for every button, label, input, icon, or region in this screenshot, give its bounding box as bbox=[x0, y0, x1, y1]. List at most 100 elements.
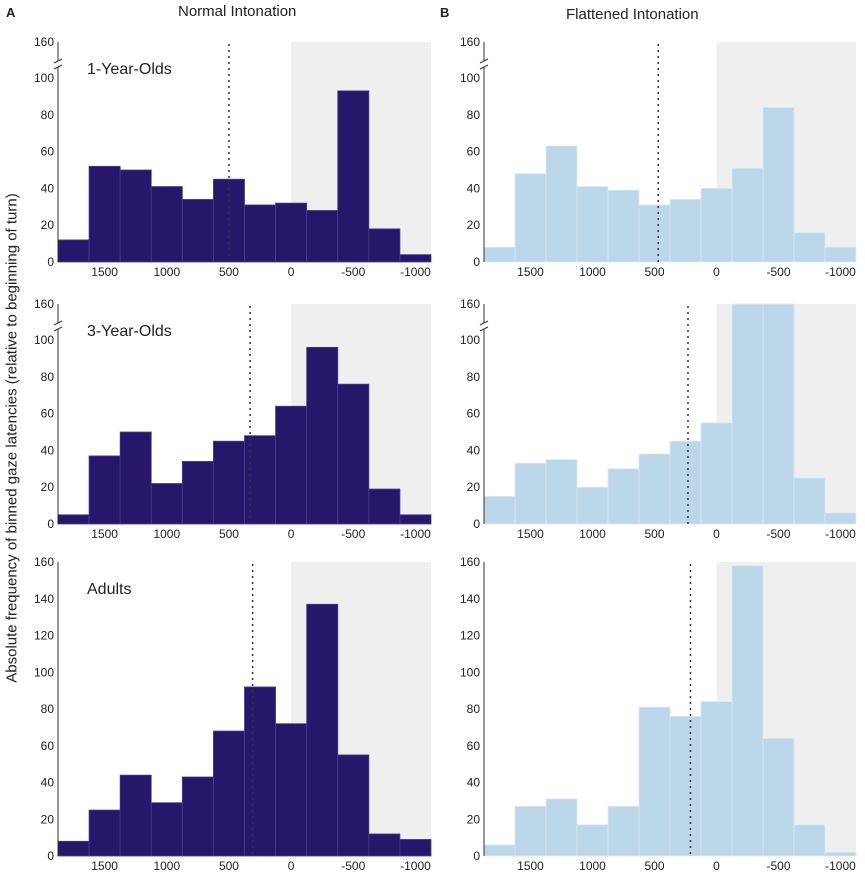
bar bbox=[669, 715, 702, 857]
bar bbox=[669, 199, 702, 263]
x-tick-label: 1000 bbox=[579, 527, 606, 541]
bar bbox=[545, 145, 578, 263]
y-tick-label: 100 bbox=[460, 333, 480, 347]
bar bbox=[244, 204, 276, 263]
chart-panel-b-adults: 0 20 40 60 80 100 120 140 160 1500 1000 500 0 -500 -10… bbox=[460, 555, 857, 873]
bar bbox=[824, 246, 857, 263]
bar bbox=[213, 440, 245, 525]
bar bbox=[306, 346, 339, 525]
x-tick-label: 1500 bbox=[517, 265, 544, 279]
bar bbox=[514, 173, 547, 263]
y-tick-label: 160 bbox=[34, 35, 54, 49]
bar bbox=[57, 514, 90, 525]
x-tick-label: -1000 bbox=[825, 859, 856, 873]
chart-panel-a-adults: 0 20 40 60 80 100 120 140 160 1500 1000 500 0 -500 -10… bbox=[34, 555, 432, 873]
axis-break-gap bbox=[480, 61, 488, 67]
bar bbox=[57, 239, 90, 263]
x-tick-label: -500 bbox=[341, 265, 365, 279]
x-tick-label: -1000 bbox=[400, 265, 431, 279]
y-tick-label: 80 bbox=[41, 702, 55, 716]
y-tick-label: 20 bbox=[467, 218, 481, 232]
bar bbox=[700, 701, 733, 857]
bar bbox=[638, 706, 671, 857]
y-tick-label: 40 bbox=[467, 776, 481, 790]
bar bbox=[275, 202, 308, 263]
axis-break-mark bbox=[479, 58, 489, 64]
bar bbox=[731, 303, 764, 525]
bar bbox=[700, 422, 733, 525]
y-tick-label: 60 bbox=[41, 145, 55, 159]
y-tick-label: 60 bbox=[467, 739, 481, 753]
bar bbox=[306, 210, 339, 263]
y-tick-label: 60 bbox=[41, 407, 55, 421]
x-tick-label: -500 bbox=[341, 859, 365, 873]
x-tick-label: -1000 bbox=[400, 527, 431, 541]
x-tick-label: 500 bbox=[644, 859, 664, 873]
x-tick-label: 1000 bbox=[579, 265, 606, 279]
bar bbox=[399, 839, 432, 857]
x-tick-label: 500 bbox=[644, 265, 664, 279]
y-tick-label: 100 bbox=[34, 665, 54, 679]
y-tick-label: 0 bbox=[473, 849, 480, 863]
bar bbox=[337, 383, 370, 525]
x-tick-label: -500 bbox=[766, 265, 790, 279]
bar bbox=[368, 488, 401, 525]
bar bbox=[638, 453, 671, 525]
bar bbox=[57, 840, 90, 857]
x-tick-label: 1500 bbox=[517, 527, 544, 541]
y-tick-label: 100 bbox=[460, 71, 480, 85]
bar bbox=[576, 486, 609, 525]
bar bbox=[483, 844, 516, 857]
x-tick-label: 0 bbox=[288, 265, 295, 279]
x-tick-label: 1500 bbox=[91, 527, 118, 541]
x-tick-label: 0 bbox=[288, 859, 295, 873]
bar bbox=[514, 805, 547, 857]
axis-break-gap bbox=[54, 323, 62, 329]
bar bbox=[762, 303, 795, 525]
bar bbox=[793, 232, 826, 263]
y-tick-label: 40 bbox=[467, 181, 481, 195]
bar bbox=[607, 189, 640, 263]
y-tick-label: 160 bbox=[460, 35, 480, 49]
bar bbox=[119, 431, 152, 525]
y-tick-label: 80 bbox=[41, 108, 55, 122]
y-tick-label: 40 bbox=[467, 443, 481, 457]
y-tick-label: 0 bbox=[473, 255, 480, 269]
chart-panel-b-3-year-olds: 0 20 40 60 80 100 160 1500 1000 500 0 -500 -1000 bbox=[460, 297, 857, 541]
bar bbox=[119, 774, 152, 857]
y-tick-label: 0 bbox=[47, 849, 54, 863]
y-tick-label: 120 bbox=[460, 629, 480, 643]
y-tick-label: 100 bbox=[460, 665, 480, 679]
y-tick-label: 100 bbox=[34, 333, 54, 347]
bar bbox=[483, 495, 516, 525]
y-tick-label: 20 bbox=[467, 812, 481, 826]
bar bbox=[88, 165, 121, 263]
bar bbox=[793, 824, 826, 857]
y-tick-label: 100 bbox=[34, 71, 54, 85]
x-tick-label: 500 bbox=[644, 527, 664, 541]
x-tick-label: -500 bbox=[341, 527, 365, 541]
column-title-flattened: Flattened Intonation bbox=[566, 6, 699, 23]
x-tick-label: 1000 bbox=[153, 265, 180, 279]
bar bbox=[483, 246, 516, 263]
x-tick-label: 500 bbox=[219, 859, 239, 873]
x-tick-label: 0 bbox=[713, 527, 720, 541]
panel-letter-b: B bbox=[440, 5, 450, 20]
axis-break-mark bbox=[479, 326, 489, 332]
bar bbox=[244, 435, 276, 525]
bar bbox=[731, 565, 764, 857]
x-tick-label: 1500 bbox=[91, 265, 118, 279]
y-tick-label: 80 bbox=[41, 370, 55, 384]
x-tick-label: 500 bbox=[219, 527, 239, 541]
bar bbox=[181, 461, 214, 525]
bar bbox=[88, 809, 121, 857]
bar bbox=[793, 477, 826, 525]
x-tick-label: 1000 bbox=[153, 859, 180, 873]
y-tick-label: 0 bbox=[47, 517, 54, 531]
y-tick-label: 140 bbox=[460, 592, 480, 606]
y-tick-label: 20 bbox=[41, 480, 55, 494]
bar bbox=[576, 824, 609, 857]
y-tick-label: 120 bbox=[34, 629, 54, 643]
bar bbox=[275, 723, 308, 857]
